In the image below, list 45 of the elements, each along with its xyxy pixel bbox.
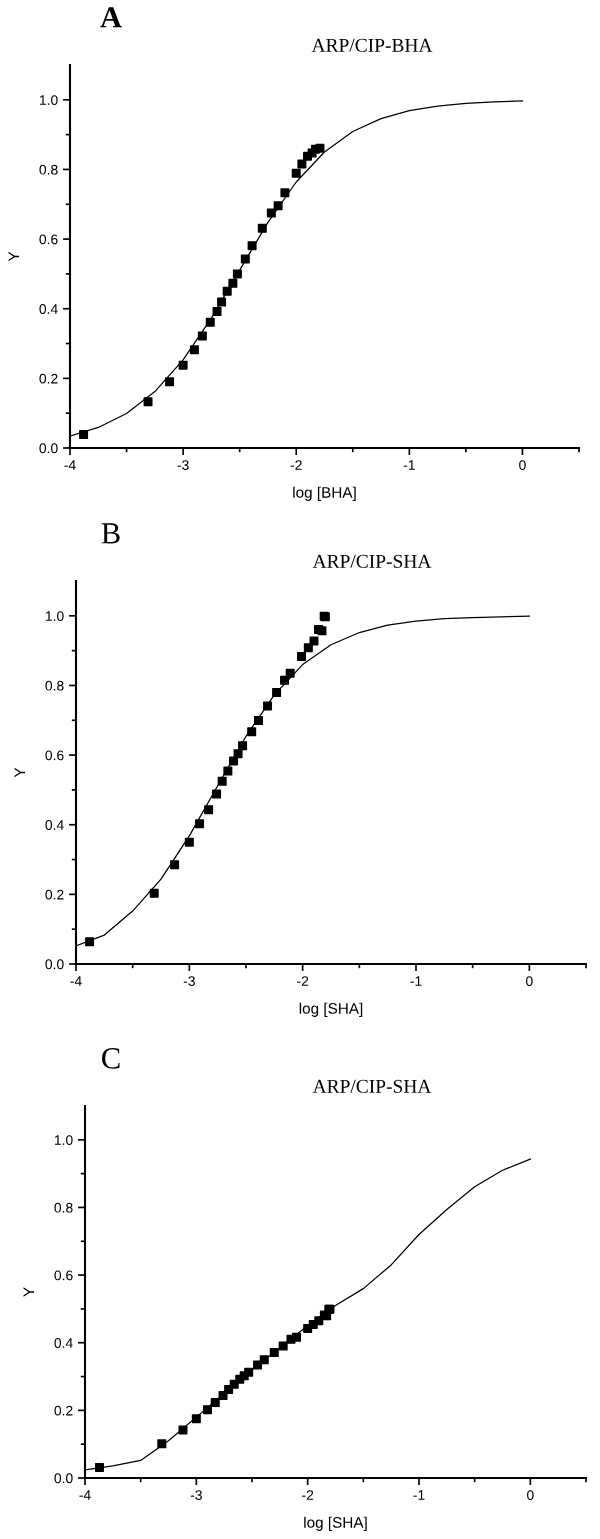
y-tick-label: 0.6 (45, 750, 64, 761)
chart-title: ARP/CIP-SHA (312, 1079, 432, 1093)
y-tick-label: 0.0 (54, 1473, 73, 1484)
y-tick-label: 0.6 (54, 1270, 73, 1281)
x-tick-label: -4 (79, 1490, 91, 1500)
chart-title: ARP/CIP-SHA (312, 554, 432, 568)
chart-title: ARP/CIP-BHA (311, 38, 433, 52)
x-tick-label: -1 (410, 976, 422, 986)
y-tick-label: 1.0 (39, 95, 58, 105)
x-axis-title: log [SHA] (299, 1002, 363, 1017)
y-tick-label: 0.0 (39, 443, 58, 454)
x-tick-label: 0 (519, 460, 526, 471)
text: A (100, 7, 122, 28)
y-axis-title: Y (8, 251, 20, 262)
y-tick-label: 0.4 (45, 820, 64, 830)
x-tick-label: -2 (290, 460, 302, 470)
x-tick-label: -4 (64, 460, 76, 470)
y-tick-label: 0.8 (45, 680, 64, 691)
x-axis-title: log [SHA] (304, 1516, 367, 1531)
x-tick-label: 0 (526, 976, 533, 987)
y-axis-title: Y (14, 767, 26, 778)
y-tick-label: 0.4 (39, 304, 58, 314)
y-tick-label: 0.2 (39, 373, 58, 384)
x-tick-label: -2 (302, 1490, 314, 1500)
y-tick-label: 0.2 (45, 889, 64, 900)
x-tick-label: -3 (177, 460, 189, 471)
x-tick-label: -3 (183, 976, 195, 987)
y-tick-label: 1.0 (45, 611, 64, 621)
y-tick-label: 0.8 (54, 1202, 73, 1213)
x-tick-label: -3 (190, 1490, 202, 1501)
y-tick-label: 0.8 (39, 164, 58, 175)
y-tick-label: 0.2 (54, 1405, 73, 1416)
x-tick-label: -1 (403, 460, 415, 470)
y-tick-label: 0.6 (39, 234, 58, 245)
y-axis-title: Y (23, 1287, 35, 1297)
text: C (102, 1048, 120, 1069)
x-tick-label: -4 (70, 976, 82, 986)
x-tick-label: 0 (527, 1490, 534, 1501)
x-tick-label: -2 (297, 976, 309, 986)
y-tick-label: 1.0 (54, 1135, 73, 1145)
x-axis-title: log [BHA] (293, 486, 356, 501)
y-tick-label: 0.4 (54, 1338, 73, 1348)
x-tick-label: -1 (413, 1490, 425, 1500)
y-tick-label: 0.0 (45, 959, 64, 970)
text: B (101, 523, 120, 544)
